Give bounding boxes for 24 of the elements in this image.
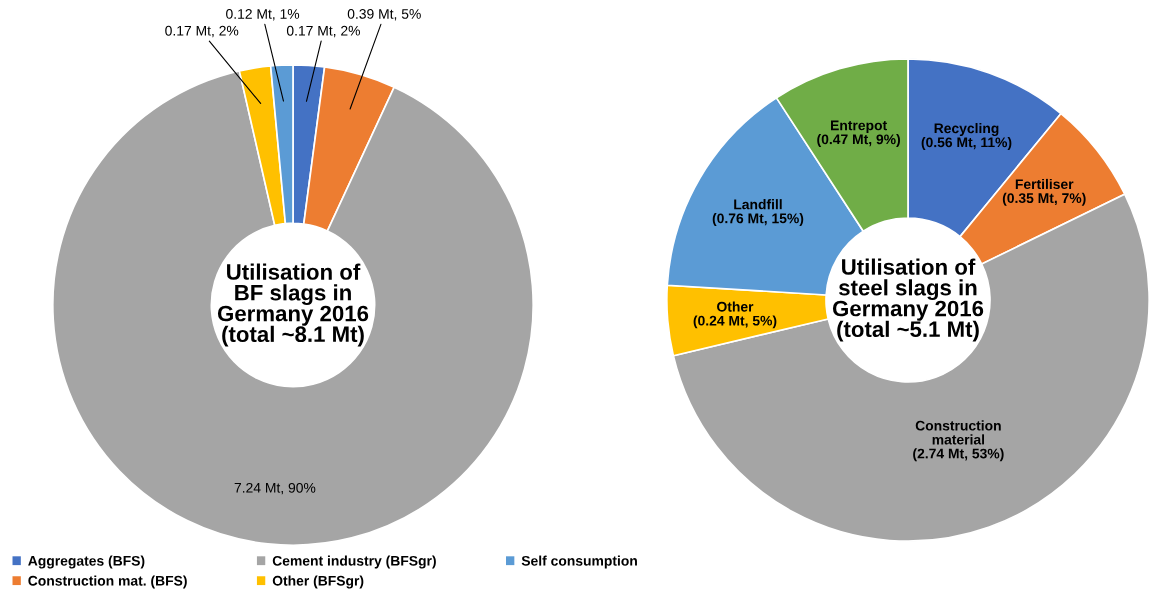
slice-label: Fertiliser	[1015, 178, 1074, 190]
data-label: (0.35 Mt, 7%)	[1002, 192, 1086, 206]
data-label: 0.17 Mt, 2%	[165, 25, 239, 38]
legend-label: Other (BFSgr)	[272, 575, 364, 589]
text: Utilisation of BF slags in Germany 2016 (total ~8.1 Mt)	[217, 263, 369, 347]
slice-label: Landfill	[734, 199, 782, 210]
data-label: 0.17 Mt, 2%	[286, 25, 360, 38]
slice-label: Construction material	[915, 420, 1001, 445]
text: Utilisation of steel slags in Germany 2016 (total ~5.1 Mt)	[832, 258, 984, 342]
slice-label: Entrepot	[831, 120, 887, 134]
data-label: (2.74 Mt, 53%)	[913, 448, 1004, 462]
slice-label: Recycling	[934, 123, 999, 137]
data-label: 7.24 Mt, 90%	[234, 482, 316, 495]
legend-label: Self consumption	[521, 555, 637, 569]
data-label: 0.12 Mt, 1%	[226, 8, 300, 21]
data-label: 0.39 Mt, 5%	[347, 8, 421, 21]
legend-label: Construction mat. (BFS)	[28, 575, 187, 589]
data-label: (0.47 Mt, 9%)	[817, 134, 900, 147]
slice-label: Other	[717, 301, 754, 312]
legend-label: Cement industry (BFSgr)	[272, 555, 436, 569]
data-label: (0.24 Mt, 5%)	[693, 315, 777, 329]
data-label: (0.56 Mt, 11%)	[921, 137, 1012, 150]
legend-label: Aggregates (BFS)	[28, 555, 145, 569]
data-label: (0.76 Mt, 15%)	[712, 213, 804, 227]
